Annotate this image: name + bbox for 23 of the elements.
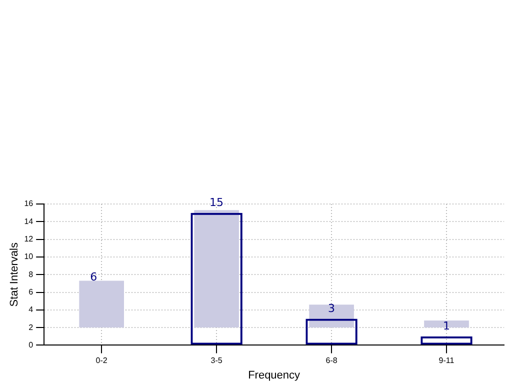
y-tick-label: 12 (24, 234, 34, 244)
x-axis-title: Frequency (248, 369, 301, 382)
bar (194, 210, 239, 328)
y-axis-title: Stat Intervals (8, 242, 21, 307)
data-label: 15 (210, 196, 224, 210)
x-tick-label: 0-2 (96, 356, 108, 366)
y-tick-label: 6 (28, 287, 34, 296)
annotation: 6 (90, 270, 98, 284)
x-tick-label: 9-11 (438, 356, 455, 366)
y-tick-label: 8 (28, 270, 34, 279)
bar (79, 280, 124, 328)
x-tick-label: 6-8 (326, 356, 338, 366)
y-tick-label: 14 (24, 216, 34, 226)
x-tick-label: 3-5 (210, 356, 223, 366)
bar (309, 304, 354, 328)
y-tick-label: 0 (28, 340, 34, 350)
y-tick-label: 16 (24, 199, 34, 208)
data-label: 1 (443, 320, 450, 333)
bar (424, 320, 469, 328)
y-tick-label: 4 (28, 305, 34, 314)
y-tick-label: 10 (24, 252, 34, 262)
data-label: 3 (328, 302, 336, 316)
y-tick-label: 2 (28, 322, 34, 332)
